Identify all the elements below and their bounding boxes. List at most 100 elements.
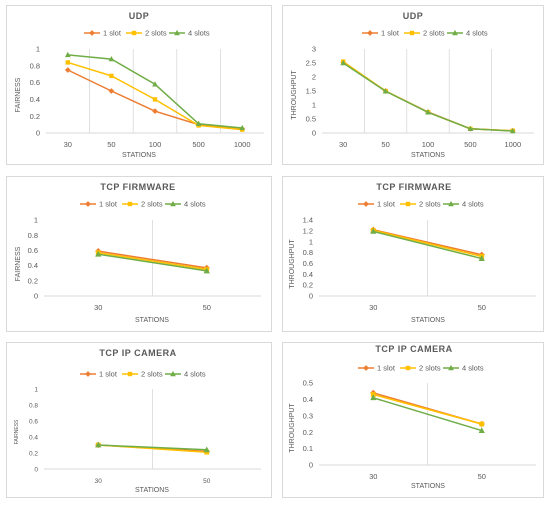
y-tick-label: 0.4 — [303, 395, 313, 404]
data-point-4-slots — [370, 394, 377, 401]
chart-legend: 1 slot 2 slots 4 slots — [358, 364, 484, 373]
y-tick-label: 0.8 — [30, 61, 40, 70]
x-tick-label: 30 — [64, 140, 72, 149]
y-tick-label: 0.4 — [29, 435, 38, 442]
series-line-1-slot — [98, 250, 207, 269]
data-point-4-slots — [108, 56, 115, 62]
chart-legend: 1 slot 2 slots 4 slots — [362, 29, 488, 38]
chart-panel-udp-throughput: UDP 1 slot 2 slots 4 slots 0 0.5 1 1.5 2 2.5 3 30 50… — [282, 5, 544, 165]
data-point-4-slots — [64, 51, 71, 58]
x-tick-label: 1000 — [234, 140, 251, 149]
series-line-4-slots — [373, 230, 482, 260]
x-axis-label: STATIONS — [122, 152, 156, 159]
chart-svg: TCP IP CAMERA 1 slot 2 slots 4 slots 0 0.2 0.4… — [14, 348, 261, 494]
y-tick-label: 0 — [34, 467, 38, 474]
y-tick-label: 0.2 — [28, 276, 38, 285]
chart-svg: TCP FIRMWARE 1 slot 2 slots 4 slots 0 0.2 0.4 0… — [15, 182, 261, 324]
chart-title: TCP FIRMWARE — [100, 182, 175, 192]
y-tick-label: 0 — [36, 129, 40, 138]
legend-marker-2-slots — [405, 365, 411, 371]
y-tick-label: 3 — [312, 45, 316, 54]
legend-marker-2-slots — [409, 30, 415, 36]
x-tick-label: 100 — [149, 140, 162, 149]
chart-title: TCP IP CAMERA — [375, 344, 452, 354]
y-tick-label: 0.6 — [28, 246, 38, 255]
y-axis-label: FAIRNESS — [14, 419, 20, 444]
y-tick-label: 0.3 — [303, 411, 313, 420]
legend-label-2-slots: 2 slots — [141, 370, 163, 379]
chart-panel-udp-fairness: UDP 1 slot 2 slots 4 slots 0 0.2 0.4 0.6 0.8 1 30 5… — [6, 5, 272, 165]
legend-marker-2-slots — [131, 30, 137, 36]
legend-marker-4-slots — [452, 29, 458, 36]
data-point-4-slots — [239, 124, 246, 131]
legend-marker-1-slot — [363, 201, 369, 207]
y-tick-label: 0.8 — [28, 231, 38, 240]
series-line-4-slots — [98, 253, 207, 272]
chart-svg: UDP 1 slot 2 slots 4 slots 0 0.2 0.4 0.6 0.8 1 30 5… — [15, 11, 264, 159]
y-tick-label: 1 — [312, 101, 316, 110]
chart-title: UDP — [403, 11, 424, 21]
x-tick-label: 50 — [203, 303, 211, 312]
legend-label-4-slots: 4 slots — [462, 364, 484, 373]
data-point-4-slots — [370, 228, 377, 234]
data-point-4-slots — [340, 59, 347, 66]
legend-label-2-slots: 2 slots — [423, 29, 445, 38]
legend-marker-4-slots — [448, 200, 454, 207]
legend-marker-4-slots — [170, 200, 176, 207]
chart-panel-tcp-firmware-fairness: TCP FIRMWARE 1 slot 2 slots 4 slots 0 0.2 0.4 0… — [6, 176, 272, 332]
data-point-4-slots — [195, 120, 202, 126]
legend-label-4-slots: 4 slots — [462, 200, 484, 209]
legend-label-2-slots: 2 slots — [419, 200, 441, 209]
data-point-4-slots — [467, 125, 474, 131]
y-tick-label: 0.2 — [30, 112, 40, 121]
chart-legend: 1 slot 2 slots 4 slots — [80, 200, 206, 209]
x-axis-label: STATIONS — [411, 483, 445, 490]
data-point-2-slots — [65, 60, 70, 65]
legend-label-1-slot: 1 slot — [377, 364, 396, 373]
legend-marker-2-slots — [127, 201, 133, 207]
y-tick-label: 0.2 — [303, 281, 313, 290]
y-tick-label: 1 — [34, 216, 38, 225]
x-tick-label: 30 — [95, 478, 103, 485]
x-tick-label: 30 — [339, 140, 347, 149]
legend-label-1-slot: 1 slot — [99, 370, 118, 379]
y-tick-label: 0 — [309, 461, 313, 470]
legend-label-2-slots: 2 slots — [141, 200, 163, 209]
y-tick-label: 0 — [312, 129, 316, 138]
legend-marker-2-slots — [405, 201, 411, 207]
y-tick-label: 0.2 — [29, 451, 38, 458]
legend-marker-4-slots — [448, 364, 454, 371]
x-tick-label: 1000 — [504, 140, 521, 149]
data-point-4-slots — [95, 250, 102, 257]
y-tick-label: 1.4 — [303, 216, 313, 225]
x-tick-label: 100 — [422, 140, 435, 149]
legend-marker-2-slots — [127, 371, 133, 377]
data-point-1-slot — [108, 88, 115, 94]
legend-marker-1-slot — [85, 371, 91, 377]
data-point-2-slots — [109, 73, 114, 79]
data-point-2-slots — [479, 421, 485, 427]
x-tick-label: 30 — [369, 303, 377, 312]
legend-label-1-slot: 1 slot — [381, 29, 400, 38]
data-point-4-slots — [203, 267, 210, 274]
data-point-4-slots — [478, 427, 485, 433]
series-line-4-slots — [67, 54, 243, 129]
y-tick-label: 0.5 — [303, 379, 313, 388]
legend-label-4-slots: 4 slots — [466, 29, 488, 38]
data-point-4-slots — [382, 88, 389, 94]
y-tick-label: 1 — [34, 387, 38, 394]
y-tick-label: 0.8 — [303, 248, 313, 257]
y-axis-label: THROUGHPUT — [291, 70, 298, 120]
y-tick-label: 0 — [34, 292, 38, 301]
x-tick-label: 50 — [478, 472, 486, 481]
legend-label-4-slots: 4 slots — [188, 29, 210, 38]
series-line-2-slots — [67, 61, 243, 131]
x-tick-label: 50 — [478, 303, 486, 312]
x-tick-label: 50 — [381, 140, 389, 149]
chart-panel-tcp-ip-camera-fairness: TCP IP CAMERA 1 slot 2 slots 4 slots 0 0.2 0.4… — [6, 342, 272, 498]
legend-label-2-slots: 2 slots — [419, 364, 441, 373]
y-tick-label: 0.4 — [303, 270, 313, 279]
series-line-1-slot — [342, 61, 513, 132]
series-line-2-slots — [98, 251, 207, 271]
